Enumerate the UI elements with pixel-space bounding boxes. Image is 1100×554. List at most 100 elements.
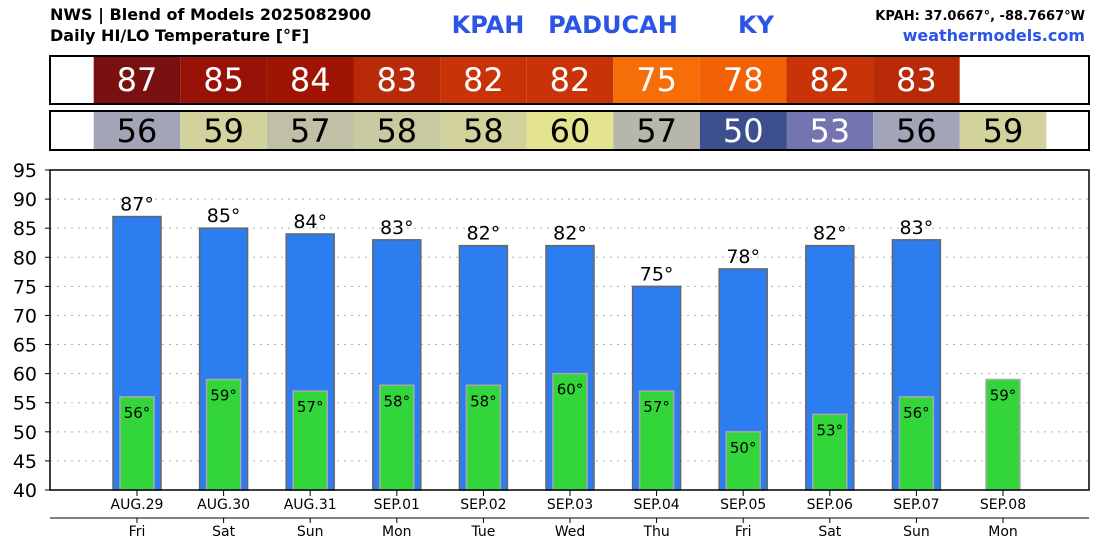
date-label: SEP.01 bbox=[374, 497, 420, 513]
weekday-label: Wed bbox=[555, 524, 586, 540]
date-label: SEP.03 bbox=[547, 497, 593, 513]
low-cell-value: 57 bbox=[636, 112, 677, 150]
low-cell bbox=[266, 112, 354, 149]
y-tick-label: 95 bbox=[13, 160, 37, 182]
low-cell bbox=[613, 112, 700, 149]
date-label: SEP.05 bbox=[720, 497, 766, 513]
y-tick-label: 40 bbox=[13, 480, 37, 502]
low-cell bbox=[93, 112, 181, 149]
high-cell-value: 75 bbox=[636, 61, 677, 99]
high-cell bbox=[699, 57, 787, 103]
low-cell-value: 58 bbox=[463, 112, 504, 150]
y-tick-label: 60 bbox=[13, 364, 37, 386]
low-bar bbox=[898, 396, 935, 491]
date-label: SEP.07 bbox=[893, 497, 939, 513]
station-coords: KPAH: 37.0667°, -88.7667°W bbox=[875, 9, 1085, 24]
low-bar bbox=[552, 372, 588, 491]
low-cell bbox=[353, 112, 441, 149]
low-bar-label: 59° bbox=[210, 386, 237, 404]
high-bar-label: 85° bbox=[207, 205, 241, 227]
y-tick-label: 50 bbox=[13, 422, 37, 444]
y-tick-label: 55 bbox=[13, 393, 37, 415]
source-line: NWS | Blend of Models 2025082900 bbox=[50, 5, 371, 25]
high-bar-label: 82° bbox=[813, 223, 847, 245]
high-bar-label: 82° bbox=[553, 223, 587, 245]
low-cell bbox=[699, 112, 787, 149]
high-bar-label: 83° bbox=[380, 217, 414, 239]
low-temp-cells: 56 59 57 58 58 60 57 50 53 56 59 bbox=[93, 112, 1047, 150]
high-cell-value: 85 bbox=[203, 61, 244, 99]
weekday-label: Mon bbox=[988, 524, 1018, 540]
high-cell bbox=[353, 57, 441, 103]
temperature-bars: 87° 85° 84° 83° 82° 82° 75° 78° 82° 83° 56° 59° 57° 5… bbox=[112, 194, 1021, 491]
low-cell bbox=[786, 112, 874, 149]
high-cell-value: 82 bbox=[463, 61, 504, 99]
y-tick-label: 70 bbox=[13, 305, 37, 327]
low-cell-value: 58 bbox=[376, 112, 417, 150]
y-tick-label: 90 bbox=[13, 189, 37, 211]
low-bar-label: 58° bbox=[384, 392, 411, 410]
low-cell bbox=[440, 112, 527, 149]
date-label: AUG.30 bbox=[197, 497, 250, 513]
station-name: PADUCAH bbox=[548, 11, 678, 39]
low-bar bbox=[725, 431, 761, 491]
low-bar-label: 60° bbox=[557, 381, 584, 399]
y-tick-label: 75 bbox=[13, 276, 37, 298]
high-cell bbox=[266, 57, 354, 103]
high-cell bbox=[180, 57, 267, 103]
y-axis-ticks: 40 45 50 55 60 65 70 75 80 85 90 95 bbox=[13, 160, 50, 502]
high-cell bbox=[873, 57, 960, 103]
date-label: AUG.31 bbox=[284, 497, 337, 513]
date-label: SEP.06 bbox=[807, 497, 853, 513]
low-bar bbox=[292, 390, 328, 491]
low-bar bbox=[638, 390, 675, 491]
high-cell-value: 78 bbox=[723, 61, 764, 99]
high-bar-label: 83° bbox=[900, 217, 934, 239]
weekday-label: Sat bbox=[818, 524, 841, 540]
date-label: SEP.08 bbox=[980, 497, 1026, 513]
low-bar bbox=[465, 384, 502, 491]
date-label: AUG.29 bbox=[111, 497, 164, 513]
low-cell-value: 60 bbox=[550, 112, 591, 150]
low-bar bbox=[205, 378, 242, 491]
weekday-label: Fri bbox=[129, 524, 146, 540]
weekday-label: Fri bbox=[735, 524, 752, 540]
low-cell bbox=[180, 112, 267, 149]
station-id: KPAH bbox=[452, 11, 525, 39]
low-bar-label: 57° bbox=[297, 398, 324, 416]
high-cell bbox=[440, 57, 527, 103]
high-bar-label: 75° bbox=[640, 263, 674, 285]
high-temp-cells: 87 85 84 83 82 82 75 78 82 83 bbox=[93, 57, 960, 103]
low-bar-label: 59° bbox=[990, 386, 1017, 404]
high-cell-value: 83 bbox=[896, 61, 937, 99]
y-tick-label: 80 bbox=[13, 247, 37, 269]
weekday-label: Sun bbox=[903, 524, 930, 540]
low-cell-value: 50 bbox=[723, 112, 764, 150]
weekday-label: Tue bbox=[470, 524, 495, 540]
weekday-label: Thu bbox=[642, 524, 669, 540]
website-link[interactable]: weathermodels.com bbox=[903, 26, 1085, 45]
high-cell-value: 83 bbox=[376, 61, 417, 99]
low-cell-value: 59 bbox=[203, 112, 244, 150]
low-bar bbox=[119, 396, 155, 491]
high-cell-value: 87 bbox=[117, 61, 158, 99]
low-cell bbox=[959, 112, 1047, 149]
weekday-label: Mon bbox=[382, 524, 412, 540]
low-cell-value: 56 bbox=[896, 112, 937, 150]
y-tick-label: 45 bbox=[13, 451, 37, 473]
low-cell bbox=[873, 112, 960, 149]
low-bar-label: 50° bbox=[730, 439, 757, 457]
weekday-label: Sun bbox=[297, 524, 324, 540]
weekday-label: Sat bbox=[212, 524, 235, 540]
low-bar-label: 57° bbox=[643, 398, 670, 416]
high-bar-label: 78° bbox=[726, 246, 760, 268]
date-axis: AUG.29 AUG.30 AUG.31 SEP.01 SEP.02 SEP.03 SEP.… bbox=[50, 490, 1089, 540]
high-cell bbox=[786, 57, 874, 103]
y-tick-label: 85 bbox=[13, 218, 37, 240]
low-bar bbox=[379, 384, 415, 491]
high-bar-label: 87° bbox=[120, 194, 154, 216]
high-cell-value: 82 bbox=[809, 61, 850, 99]
product-line: Daily HI/LO Temperature [°F] bbox=[50, 26, 309, 45]
